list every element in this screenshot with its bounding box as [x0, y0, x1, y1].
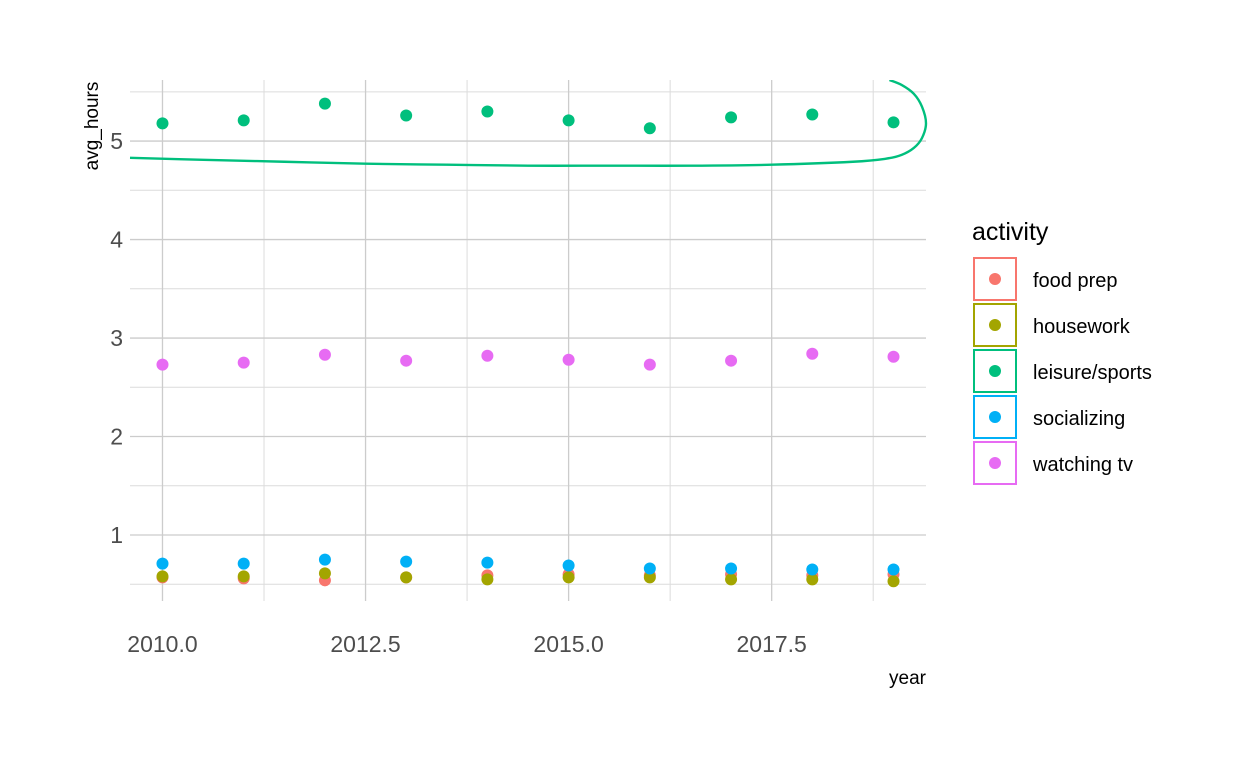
y-axis-ticks: 1 2 3 4 5: [110, 128, 123, 548]
data-point: [806, 347, 819, 360]
data-point: [643, 562, 656, 575]
y-tick-label: 3: [110, 325, 123, 351]
y-tick-label: 4: [110, 227, 123, 253]
data-point: [318, 567, 331, 580]
data-point: [643, 358, 656, 371]
data-point: [318, 97, 331, 110]
data-point: [156, 557, 169, 570]
legend-label: socializing: [1033, 408, 1125, 430]
x-tick-label: 2012.5: [330, 631, 400, 657]
data-point: [318, 348, 331, 361]
y-tick-label: 1: [110, 522, 123, 548]
data-point: [481, 105, 494, 118]
data-point: [562, 114, 575, 127]
data-point: [562, 353, 575, 366]
data-point: [562, 571, 575, 584]
data-point: [725, 573, 738, 586]
data-point: [481, 556, 494, 569]
data-point: [725, 562, 738, 575]
legend-key-dot: [989, 273, 1001, 285]
data-point: [318, 553, 331, 566]
data-point: [562, 559, 575, 572]
data-point: [725, 111, 738, 124]
data-point: [237, 570, 250, 583]
legend-label: watching tv: [1032, 454, 1133, 476]
data-point: [806, 108, 819, 121]
smooth-lines: [129, 80, 928, 167]
data-point: [400, 109, 413, 122]
legend-key-dot: [989, 365, 1001, 377]
x-axis-ticks: 2010.0 2012.5 2015.0 2017.5: [127, 631, 807, 657]
data-point: [887, 575, 900, 588]
legend-label: housework: [1033, 316, 1131, 338]
data-point: [400, 354, 413, 367]
data-point: [400, 571, 413, 584]
data-point: [481, 573, 494, 586]
data-point: [643, 122, 656, 135]
data-point: [887, 563, 900, 576]
data-point: [237, 557, 250, 570]
data-point: [237, 114, 250, 127]
data-point: [887, 350, 900, 363]
data-point: [643, 571, 656, 584]
legend-label: food prep: [1033, 270, 1118, 292]
legend-key-dot: [989, 411, 1001, 423]
x-tick-label: 2010.0: [127, 631, 197, 657]
data-point: [400, 555, 413, 568]
data-point: [806, 563, 819, 576]
legend-key-dot: [989, 457, 1001, 469]
data-point: [156, 570, 169, 583]
legend-key: [973, 303, 1017, 347]
x-tick-label: 2015.0: [533, 631, 603, 657]
legend-title: activity: [972, 218, 1049, 246]
x-axis-title: year: [889, 668, 927, 689]
legend-key-dot: [989, 319, 1001, 331]
data-point: [887, 116, 900, 129]
data-point: [481, 349, 494, 362]
y-tick-label: 2: [110, 424, 123, 450]
x-tick-label: 2017.5: [736, 631, 806, 657]
data-points: [156, 97, 900, 588]
data-point: [156, 117, 169, 130]
smooth-line: [129, 80, 928, 167]
legend-key: [973, 257, 1017, 301]
legend-key: [973, 349, 1017, 393]
data-point: [156, 358, 169, 371]
data-point: [806, 573, 819, 586]
data-point: [237, 356, 250, 369]
legend: activity food prep housework leisure/sport…: [972, 218, 1152, 485]
legend-label: leisure/sports: [1033, 362, 1152, 384]
y-axis-title: avg_hours: [82, 82, 103, 171]
data-point: [725, 354, 738, 367]
y-tick-label: 5: [110, 128, 123, 154]
